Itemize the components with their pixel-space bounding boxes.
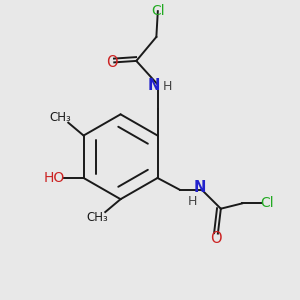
Text: Cl: Cl [151, 4, 165, 18]
Text: O: O [106, 55, 118, 70]
Text: CH₃: CH₃ [86, 211, 108, 224]
Text: N: N [148, 78, 160, 93]
Text: H: H [188, 195, 198, 208]
Text: Cl: Cl [260, 196, 274, 210]
Text: HO: HO [44, 171, 65, 185]
Text: H: H [162, 80, 172, 93]
Text: CH₃: CH₃ [49, 111, 71, 124]
Text: O: O [210, 231, 222, 246]
Text: N: N [194, 180, 206, 195]
